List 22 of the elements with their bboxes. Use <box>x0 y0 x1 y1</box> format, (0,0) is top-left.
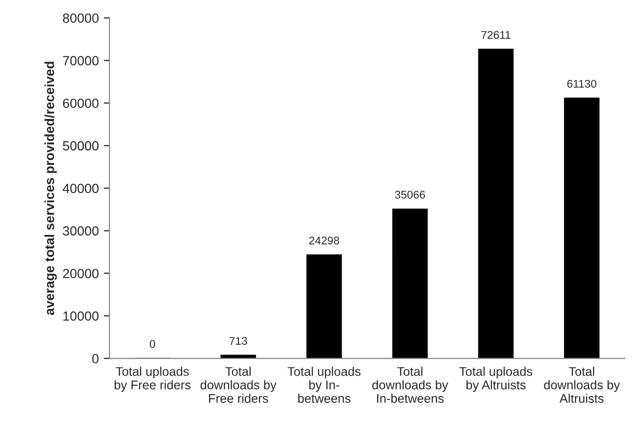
data-label: 0 <box>150 340 156 348</box>
x-tick-label: Total uploads by In- betweens <box>288 366 361 403</box>
x-tick-label: Total uploads by Free riders <box>114 366 191 392</box>
data-label: 61130 <box>567 80 596 88</box>
x-tick-label: Total downloads by Free riders <box>200 366 276 403</box>
x-tick-label: Total downloads by Altruists <box>544 366 620 403</box>
y-tick-label: 70000 <box>63 56 99 66</box>
y-tick-label: 40000 <box>62 184 99 194</box>
data-label: 24298 <box>309 236 340 244</box>
y-tick-label: 10000 <box>63 311 99 321</box>
x-tick-label: Total downloads by In-betweens <box>372 366 448 403</box>
y-tick-label: 20000 <box>63 268 99 278</box>
y-tick-label: 60000 <box>63 98 99 108</box>
data-label: 35066 <box>394 190 425 199</box>
x-tick-label: Total uploads by Altruists <box>459 366 532 392</box>
y-axis-title: average total services provided/received <box>44 62 57 316</box>
y-tick-label: 0 <box>92 354 99 364</box>
y-tick-label: 80000 <box>62 13 99 23</box>
data-label: 713 <box>230 336 248 345</box>
y-tick-label: 30000 <box>62 226 99 236</box>
y-tick-label: 50000 <box>62 141 99 151</box>
data-label: 72611 <box>481 30 510 39</box>
